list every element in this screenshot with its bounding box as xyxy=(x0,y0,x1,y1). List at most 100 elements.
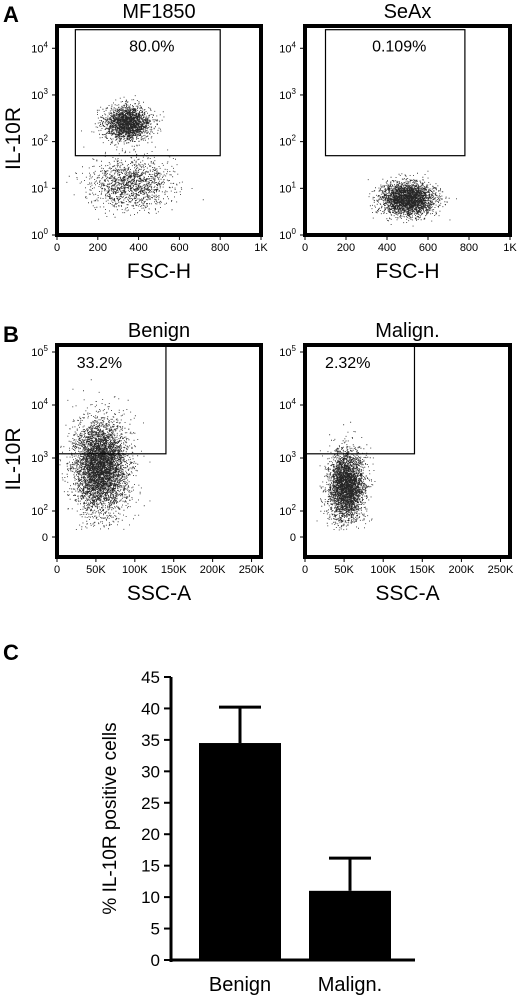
y-tick-exponent: 2 xyxy=(44,134,49,143)
panel-letter-b: B xyxy=(3,322,19,347)
y-tick-label: 20 xyxy=(141,825,160,844)
y-tick-label: 25 xyxy=(141,794,160,813)
x-tick-label: 800 xyxy=(460,242,478,254)
y-tick-base: 10 xyxy=(279,183,291,195)
x-tick-label: 250K xyxy=(488,564,514,576)
y-axis-label: IL-10R xyxy=(2,427,25,490)
y-tick-base: 10 xyxy=(279,230,291,242)
y-tick-label: 103 xyxy=(279,87,296,102)
y-tick-base: 10 xyxy=(31,137,43,149)
x-tick-label: 200 xyxy=(89,242,107,254)
x-tick-label: 600 xyxy=(170,242,188,254)
y-tick-exponent: 2 xyxy=(292,134,297,143)
y-tick-label: 35 xyxy=(141,731,160,750)
gate-rectangle xyxy=(324,29,466,157)
y-tick-exponent: 5 xyxy=(44,344,49,353)
x-tick-label: 0 xyxy=(302,564,308,576)
y-tick-label: 15 xyxy=(141,857,160,876)
x-tick-label: 0 xyxy=(54,242,60,254)
y-tick-label: 103 xyxy=(31,87,48,102)
plot-frame xyxy=(55,343,263,559)
x-tick-label: 0 xyxy=(54,564,60,576)
gate-percentage: 0.109% xyxy=(372,39,426,56)
y-tick-exponent: 1 xyxy=(44,180,49,189)
flow-plot-malign: 2.32%0 50K 100K 150K 200K 250K0102103104105Ma… xyxy=(279,320,514,605)
x-tick-label: 50K xyxy=(86,564,106,576)
panel-letter-a: A xyxy=(3,2,19,27)
event-dots xyxy=(66,146,204,220)
y-tick-label: 0 xyxy=(42,532,48,544)
y-tick-label: 100 xyxy=(279,227,296,242)
x-tick-label: 200K xyxy=(200,564,226,576)
y-tick-label: 10 xyxy=(141,888,160,907)
event-population-1 xyxy=(316,421,376,531)
plot-frame xyxy=(303,24,512,237)
flow-plot-mf1850: 80.0%0 200 400 600 800 1K100101102103104MF185… xyxy=(2,1,268,283)
event-population-1 xyxy=(59,379,151,530)
y-tick-label: 101 xyxy=(31,180,48,195)
plot-title: MF1850 xyxy=(122,1,195,23)
y-tick-base: 10 xyxy=(31,183,43,195)
y-tick-base: 10 xyxy=(279,506,291,518)
gate-percentage: 33.2% xyxy=(77,355,122,372)
bar-2 xyxy=(309,890,391,960)
plot-title: Malign. xyxy=(375,320,439,342)
x-axis-label: SSC-A xyxy=(127,582,191,605)
y-tick-exponent: 0 xyxy=(44,227,49,236)
plot-frame xyxy=(303,343,512,559)
x-tick-label: 1K xyxy=(503,242,517,254)
y-tick-exponent: 3 xyxy=(292,87,297,96)
y-tick-base: 10 xyxy=(31,230,43,242)
y-tick-exponent: 2 xyxy=(292,503,297,512)
category-label: Malign. xyxy=(318,974,382,996)
y-tick-label: 100 xyxy=(31,227,48,242)
y-tick-label: 105 xyxy=(279,344,296,359)
event-population-1 xyxy=(81,95,165,152)
y-tick-base: 0 xyxy=(290,532,296,544)
bar-chart: Benign Malign. 0 5 10 15 20 25 30 35 40 45 % IL-10R … xyxy=(100,668,415,996)
y-tick-base: 10 xyxy=(279,453,291,465)
y-tick-label: 102 xyxy=(279,134,296,149)
x-tick-label: 400 xyxy=(378,242,396,254)
y-tick-base: 10 xyxy=(31,506,43,518)
y-tick-base: 10 xyxy=(31,347,43,359)
x-tick-label: 400 xyxy=(129,242,147,254)
y-tick-base: 10 xyxy=(31,400,43,412)
y-tick-exponent: 4 xyxy=(292,40,297,49)
y-tick-exponent: 0 xyxy=(292,227,297,236)
y-tick-base: 0 xyxy=(42,532,48,544)
panel-letter-c: C xyxy=(3,640,19,665)
y-tick-label: 0 xyxy=(151,951,160,970)
y-axis-label: % IL-10R positive cells xyxy=(100,722,121,914)
y-tick-label: 102 xyxy=(279,503,296,518)
flow-plot-seax: 0.109%0 200 400 600 800 1K100101102103104SeAx… xyxy=(279,1,517,283)
event-population-2 xyxy=(66,146,204,220)
y-tick-base: 10 xyxy=(31,453,43,465)
y-tick-label: 104 xyxy=(279,40,296,55)
y-tick-exponent: 3 xyxy=(44,450,49,459)
y-tick-label: 103 xyxy=(31,450,48,465)
y-tick-label: 40 xyxy=(141,699,160,718)
event-dots xyxy=(59,379,151,530)
y-tick-exponent: 2 xyxy=(44,503,49,512)
y-tick-label: 102 xyxy=(31,503,48,518)
plot-title: Benign xyxy=(128,320,190,342)
x-tick-label: 1K xyxy=(254,242,268,254)
category-label: Benign xyxy=(209,974,271,996)
flow-plot-benign: 33.2%0 50K 100K 150K 200K 250K0102103104105Be… xyxy=(2,320,265,605)
x-tick-label: 50K xyxy=(334,564,354,576)
y-tick-base: 10 xyxy=(279,400,291,412)
x-tick-label: 100K xyxy=(370,564,396,576)
x-tick-label: 150K xyxy=(409,564,435,576)
y-axis-label: IL-10R xyxy=(2,107,25,170)
y-tick-exponent: 5 xyxy=(292,344,297,353)
x-tick-label: 600 xyxy=(419,242,437,254)
x-axis-label: SSC-A xyxy=(375,582,439,605)
x-axis-label: FSC-H xyxy=(375,260,439,283)
x-tick-label: 100K xyxy=(122,564,148,576)
x-tick-label: 200 xyxy=(337,242,355,254)
event-dots xyxy=(367,170,457,227)
x-tick-label: 150K xyxy=(161,564,187,576)
y-tick-exponent: 4 xyxy=(44,397,49,406)
